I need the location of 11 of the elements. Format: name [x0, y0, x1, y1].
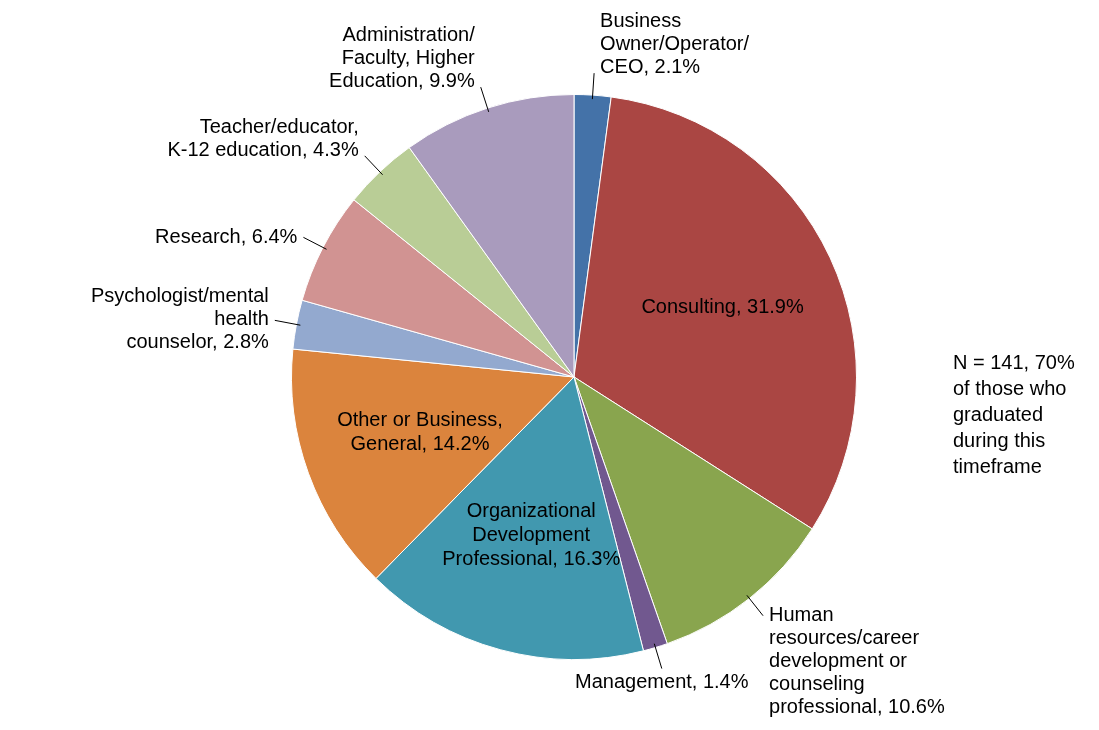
text: N = 141, 70% of those who graduated during this timeframe — [953, 350, 1075, 477]
slice-label: Psychologist/mental health counselor, 2.8% — [90, 283, 270, 352]
slice-label: Organizational Development Professional, 16.3% — [442, 498, 621, 569]
slice-label: Administration/ Faculty, Higher Education, 9.9% — [329, 22, 476, 91]
slice-label: Research, 6.4% — [155, 224, 298, 247]
slice-label: Business Owner/Operator/ CEO, 2.1% — [600, 8, 750, 77]
slice-label: Other or Business, General, 14.2% — [337, 408, 503, 455]
slice-label: Management, 1.4% — [575, 670, 749, 693]
slice-label: Human resources/career development or counseling professional, 10.6% — [769, 603, 945, 718]
slice-label: Consulting, 31.9% — [641, 295, 804, 318]
slice-label: Teacher/educator, K-12 education, 4.3% — [167, 115, 359, 161]
